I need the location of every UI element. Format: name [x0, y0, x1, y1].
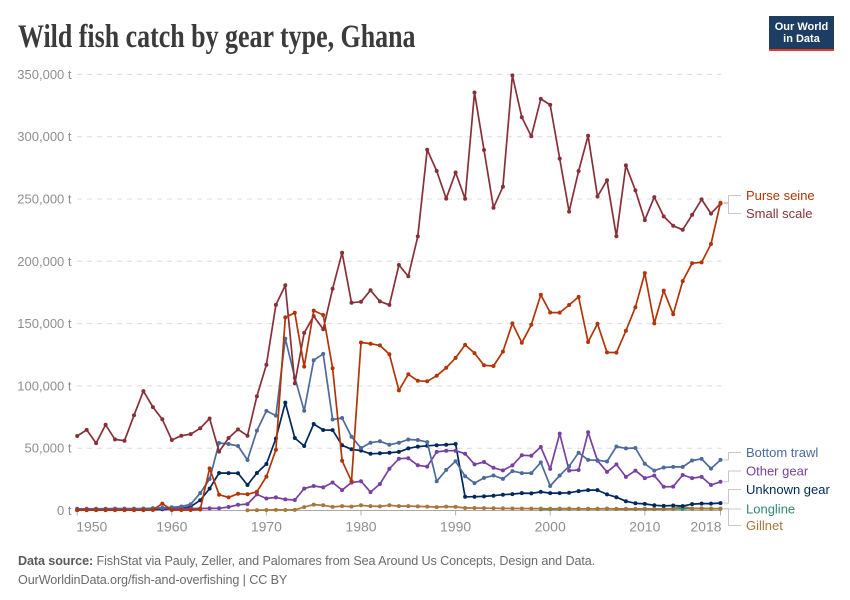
svg-text:Small scale: Small scale	[746, 206, 812, 221]
svg-text:150,000 t: 150,000 t	[17, 316, 72, 331]
svg-text:Bottom trawl: Bottom trawl	[746, 445, 818, 460]
svg-text:200,000 t: 200,000 t	[17, 254, 72, 269]
svg-text:Longline: Longline	[746, 502, 795, 517]
svg-text:Purse seine: Purse seine	[746, 188, 815, 203]
svg-text:300,000 t: 300,000 t	[17, 129, 72, 144]
svg-text:1960: 1960	[156, 519, 187, 535]
svg-text:Unknown gear: Unknown gear	[746, 482, 830, 497]
svg-text:0 t: 0 t	[57, 503, 72, 518]
svg-text:250,000 t: 250,000 t	[17, 192, 72, 207]
svg-text:Other gear: Other gear	[746, 464, 809, 479]
svg-text:1990: 1990	[440, 519, 471, 535]
svg-text:1970: 1970	[251, 519, 282, 535]
svg-text:1980: 1980	[345, 519, 376, 535]
svg-text:2018: 2018	[690, 519, 721, 535]
svg-text:50,000 t: 50,000 t	[25, 441, 72, 456]
svg-text:350,000 t: 350,000 t	[17, 67, 72, 82]
svg-text:Gillnet: Gillnet	[746, 518, 783, 533]
svg-text:1950: 1950	[76, 519, 107, 535]
svg-text:100,000 t: 100,000 t	[17, 378, 72, 393]
svg-text:2010: 2010	[629, 519, 660, 535]
svg-text:2000: 2000	[535, 519, 566, 535]
